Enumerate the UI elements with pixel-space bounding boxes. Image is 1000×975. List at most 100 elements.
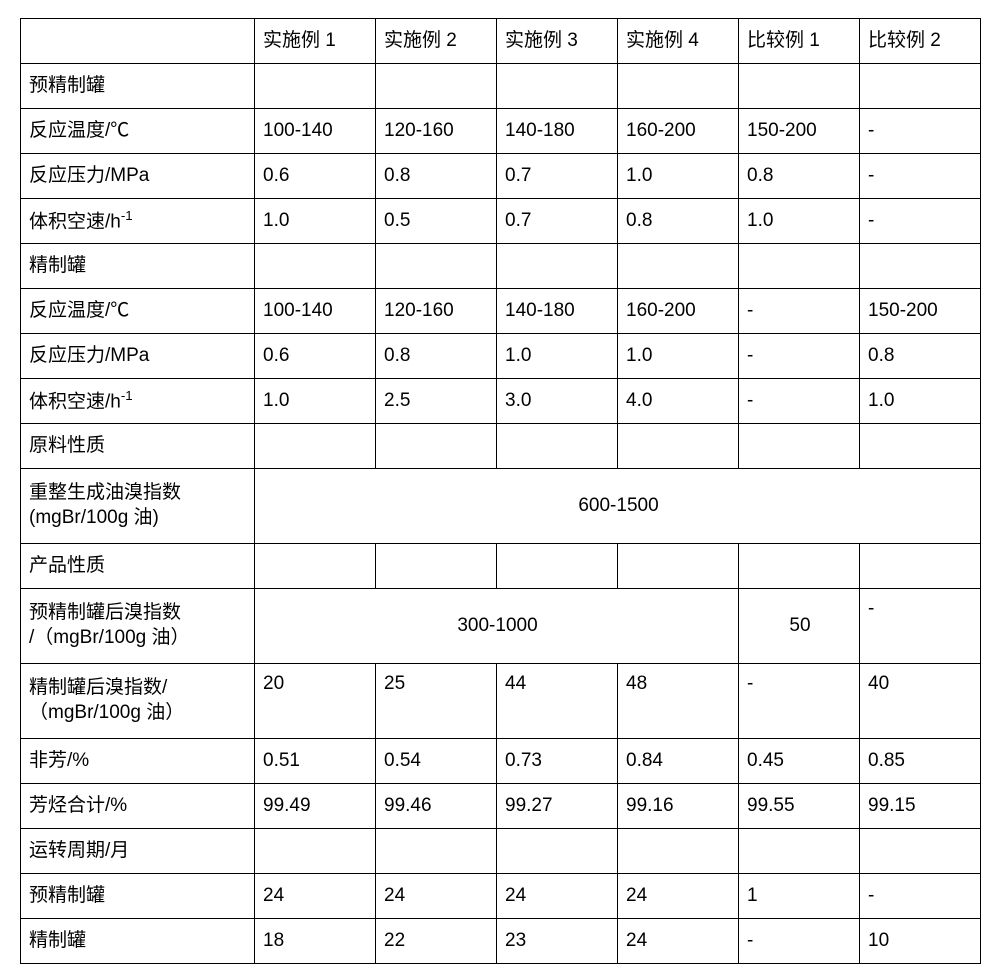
empty-cell [255,544,376,589]
pre-sv-v4: 0.8 [618,199,739,244]
section-refine: 精制罐 [21,244,981,289]
pre-temp-v3: 140-180 [497,109,618,154]
empty-cell [497,244,618,289]
empty-cell [497,424,618,469]
pre-temp-row: 反应温度/℃ 100-140 120-160 140-180 160-200 1… [21,109,981,154]
empty-cell [860,544,981,589]
prod-pre-br-c5: 50 [739,589,860,664]
cycle-ref-v5: - [739,919,860,964]
pre-sv-v6: - [860,199,981,244]
header-ex2: 实施例 2 [376,19,497,64]
ref-sv-row: 体积空速/h-1 1.0 2.5 3.0 4.0 - 1.0 [21,379,981,424]
empty-cell [860,64,981,109]
cycle-pre-v6: - [860,874,981,919]
ref-sv-v5: - [739,379,860,424]
ref-press-v3: 1.0 [497,334,618,379]
empty-cell [860,244,981,289]
ref-sv-label: 体积空速/h-1 [21,379,255,424]
empty-cell [739,544,860,589]
cycle-pre-v1: 24 [255,874,376,919]
empty-cell [255,424,376,469]
cycle-ref-row: 精制罐 18 22 23 24 - 10 [21,919,981,964]
pre-temp-v2: 120-160 [376,109,497,154]
cycle-pre-v3: 24 [497,874,618,919]
table-container: 实施例 1 实施例 2 实施例 3 实施例 4 比较例 1 比较例 2 预精制罐… [0,0,1000,975]
pre-sv-v2: 0.5 [376,199,497,244]
prod-ref-br-v1: 20 [255,664,376,739]
empty-cell [618,244,739,289]
arom-row: 芳烃合计/% 99.49 99.46 99.27 99.16 99.55 99.… [21,784,981,829]
ref-sv-v2: 2.5 [376,379,497,424]
header-cmp1: 比较例 1 [739,19,860,64]
pre-press-v2: 0.8 [376,154,497,199]
ref-temp-v4: 160-200 [618,289,739,334]
cycle-ref-label: 精制罐 [21,919,255,964]
pre-temp-v1: 100-140 [255,109,376,154]
prod-ref-br-row: 精制罐后溴指数/（mgBr/100g 油） 20 25 44 48 - 40 [21,664,981,739]
header-row: 实施例 1 实施例 2 实施例 3 实施例 4 比较例 1 比较例 2 [21,19,981,64]
ref-temp-row: 反应温度/℃ 100-140 120-160 140-180 160-200 -… [21,289,981,334]
header-ex3: 实施例 3 [497,19,618,64]
cycle-ref-v1: 18 [255,919,376,964]
ref-sv-v1: 1.0 [255,379,376,424]
pre-press-row: 反应压力/MPa 0.6 0.8 0.7 1.0 0.8 - [21,154,981,199]
empty-cell [376,424,497,469]
ref-sv-v3: 3.0 [497,379,618,424]
prod-ref-br-label: 精制罐后溴指数/（mgBr/100g 油） [21,664,255,739]
nonarom-v5: 0.45 [739,739,860,784]
empty-cell [739,64,860,109]
arom-label: 芳烃合计/% [21,784,255,829]
pre-temp-v6: - [860,109,981,154]
empty-cell [376,64,497,109]
ref-temp-v1: 100-140 [255,289,376,334]
pre-temp-label: 反应温度/℃ [21,109,255,154]
pre-press-v1: 0.6 [255,154,376,199]
pre-sv-v3: 0.7 [497,199,618,244]
cycle-pre-v2: 24 [376,874,497,919]
nonarom-v6: 0.85 [860,739,981,784]
nonarom-v2: 0.54 [376,739,497,784]
prod-ref-br-v5: - [739,664,860,739]
cycle-pre-v4: 24 [618,874,739,919]
ref-press-v4: 1.0 [618,334,739,379]
empty-cell [618,544,739,589]
pre-sv-row: 体积空速/h-1 1.0 0.5 0.7 0.8 1.0 - [21,199,981,244]
header-blank [21,19,255,64]
prod-ref-br-v2: 25 [376,664,497,739]
arom-v3: 99.27 [497,784,618,829]
arom-v1: 99.49 [255,784,376,829]
empty-cell [860,829,981,874]
prod-ref-br-v4: 48 [618,664,739,739]
nonarom-v4: 0.84 [618,739,739,784]
cycle-pre-v5: 1 [739,874,860,919]
header-ex1: 实施例 1 [255,19,376,64]
ref-temp-label: 反应温度/℃ [21,289,255,334]
empty-cell [376,829,497,874]
section-refine-label: 精制罐 [21,244,255,289]
ref-temp-v6: 150-200 [860,289,981,334]
nonarom-row: 非芳/% 0.51 0.54 0.73 0.84 0.45 0.85 [21,739,981,784]
table-body: 实施例 1 实施例 2 实施例 3 实施例 4 比较例 1 比较例 2 预精制罐… [21,19,981,964]
section-feed: 原料性质 [21,424,981,469]
empty-cell [376,544,497,589]
cycle-label: 运转周期/月 [21,829,255,874]
prod-ref-br-v3: 44 [497,664,618,739]
nonarom-v3: 0.73 [497,739,618,784]
empty-cell [497,544,618,589]
pre-temp-v4: 160-200 [618,109,739,154]
ref-press-v6: 0.8 [860,334,981,379]
empty-cell [618,64,739,109]
prod-pre-br-c6: - [860,589,981,664]
ref-press-row: 反应压力/MPa 0.6 0.8 1.0 1.0 - 0.8 [21,334,981,379]
ref-press-v2: 0.8 [376,334,497,379]
prod-pre-br-label: 预精制罐后溴指数/（mgBr/100g 油） [21,589,255,664]
arom-v4: 99.16 [618,784,739,829]
pre-press-v3: 0.7 [497,154,618,199]
empty-cell [618,424,739,469]
section-pre-refine: 预精制罐 [21,64,981,109]
header-cmp2: 比较例 2 [860,19,981,64]
ref-press-label: 反应压力/MPa [21,334,255,379]
cycle-pre-label: 预精制罐 [21,874,255,919]
pre-press-v6: - [860,154,981,199]
section-product: 产品性质 [21,544,981,589]
